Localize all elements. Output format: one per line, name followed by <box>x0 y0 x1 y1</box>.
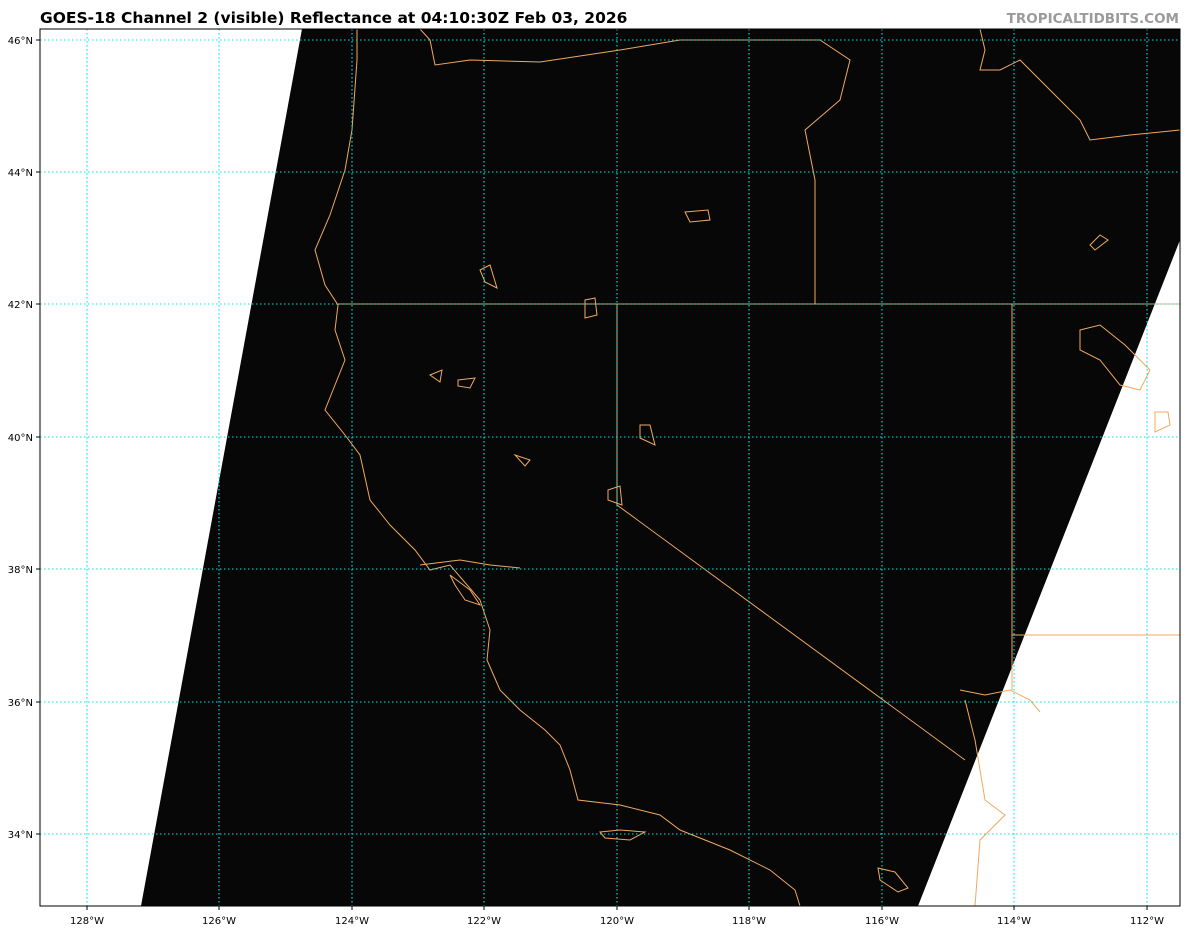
lon-tick-label: 128°W <box>70 916 104 927</box>
lat-tick-label: 34°N <box>8 830 33 841</box>
lon-tick-label: 118°W <box>732 916 766 927</box>
lat-tick-label: 38°N <box>8 565 33 576</box>
lon-tick-label: 114°W <box>997 916 1031 927</box>
lon-tick-label: 120°W <box>600 916 634 927</box>
imagery-swath <box>141 29 1180 906</box>
lon-tick-label: 116°W <box>865 916 899 927</box>
map-frame <box>39 28 1181 907</box>
lon-tick-label: 124°W <box>335 916 369 927</box>
coastlines-borders <box>314 29 1180 906</box>
credit-watermark: TROPICALTIDBITS.COM <box>1006 11 1179 27</box>
lat-tick-label: 40°N <box>8 433 33 444</box>
lon-tick-label: 112°W <box>1130 916 1164 927</box>
lat-tick-label: 46°N <box>8 36 33 47</box>
lat-tick-label: 36°N <box>8 698 33 709</box>
lon-tick-label: 126°W <box>202 916 236 927</box>
lon-tick-label: 122°W <box>467 916 501 927</box>
map-title: GOES-18 Channel 2 (visible) Reflectance … <box>40 9 628 27</box>
lat-tick-label: 42°N <box>8 300 33 311</box>
lat-tick-label: 44°N <box>8 168 33 179</box>
